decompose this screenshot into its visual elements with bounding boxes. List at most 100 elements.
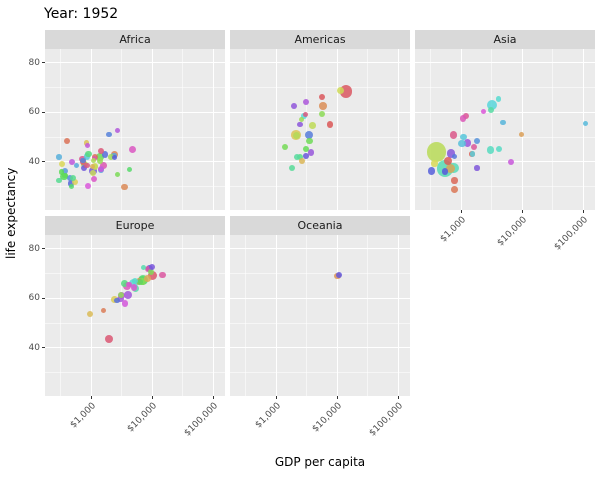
major-gridline-h <box>230 161 410 163</box>
x-tick-mark <box>90 396 92 399</box>
data-point-iraq <box>495 145 502 152</box>
data-point-lebanon <box>500 119 506 126</box>
data-point-chile <box>309 122 316 129</box>
minor-gridline-v <box>552 49 554 210</box>
data-point-sweden <box>144 265 152 273</box>
data-point-el-salvador <box>302 145 309 152</box>
data-point-oman <box>474 165 480 171</box>
major-gridline-v <box>336 49 338 210</box>
data-point-benin <box>89 163 96 170</box>
x-tick-label: $1,000 <box>68 401 99 431</box>
major-gridline-v <box>275 49 277 210</box>
data-point-burundi <box>59 161 66 168</box>
data-point-finland <box>137 278 144 286</box>
data-point-honduras <box>294 154 300 161</box>
data-point-comoros <box>91 157 97 163</box>
facet-strip-europe: Europe <box>45 216 225 235</box>
y-tick-mark <box>42 297 45 299</box>
data-point-israel <box>495 96 502 102</box>
data-point-peru <box>307 148 315 156</box>
minor-gridline-h <box>230 322 410 324</box>
major-gridline-h <box>230 248 410 250</box>
x-tick-label: $10,000 <box>495 215 530 249</box>
minor-gridline-v <box>59 49 61 210</box>
minor-gridline-h <box>45 273 225 275</box>
minor-gridline-v <box>244 49 246 210</box>
data-point-poland <box>124 291 133 300</box>
data-point-haiti <box>289 164 296 171</box>
data-point-gambia <box>69 184 75 190</box>
data-point-new-zealand <box>335 272 342 279</box>
facet-strip-asia: Asia <box>415 30 595 49</box>
major-gridline-v <box>151 49 153 210</box>
y-tick-mark <box>42 111 45 113</box>
minor-gridline-h <box>230 372 410 374</box>
data-point-hong-kong-china <box>487 107 494 113</box>
data-point-mongolia <box>451 153 458 160</box>
major-gridline-v <box>151 235 153 396</box>
data-point-portugal <box>117 295 125 303</box>
data-point-slovak-republic <box>131 284 138 291</box>
data-point-jordan <box>469 151 476 157</box>
data-point-bahrain <box>519 132 525 138</box>
major-gridline-h <box>45 297 225 299</box>
data-point-eritrea <box>58 169 65 175</box>
data-point-sao-tome-and-principe <box>85 143 91 149</box>
major-gridline-v <box>336 235 338 396</box>
minor-gridline-v <box>121 235 123 396</box>
facet-panel-europe <box>45 235 225 396</box>
x-tick-label: $100,000 <box>368 401 406 439</box>
data-point-egypt <box>96 153 105 162</box>
data-point-senegal <box>97 165 104 172</box>
x-tick-mark <box>336 396 338 399</box>
data-point-thailand <box>449 131 458 139</box>
major-gridline-v <box>397 49 399 210</box>
minor-gridline-h <box>230 87 410 89</box>
data-point-niger <box>80 165 87 172</box>
data-point-turkey <box>105 335 113 343</box>
x-tick-label: $10,000 <box>310 401 345 435</box>
major-gridline-v <box>521 49 523 210</box>
data-point-syria <box>471 144 478 151</box>
data-point-guinea <box>70 174 77 181</box>
x-axis-title: GDP per capita <box>274 455 366 469</box>
data-point-central-african-republic <box>90 170 96 176</box>
data-point-sri-lanka <box>459 115 467 122</box>
major-gridline-v <box>582 49 584 210</box>
data-point-greece <box>121 280 128 288</box>
minor-gridline-v <box>182 235 184 396</box>
y-tick-label: 40 <box>28 156 40 167</box>
x-tick-label: $100,000 <box>183 401 221 439</box>
data-point-tunisia <box>98 147 105 154</box>
data-point-slovenia <box>126 281 133 288</box>
data-point-equatorial-guinea <box>62 172 68 179</box>
minor-gridline-v <box>306 235 308 396</box>
facet-strip-oceania: Oceania <box>230 216 410 235</box>
data-point-morocco <box>101 151 109 159</box>
y-tick-label: 60 <box>28 107 40 118</box>
y-tick-mark <box>42 62 45 64</box>
data-point-china <box>427 142 447 162</box>
major-gridline-h <box>45 248 225 250</box>
major-gridline-h <box>45 347 225 349</box>
major-gridline-v <box>212 49 214 210</box>
x-tick-label: $1,000 <box>438 215 469 245</box>
y-tick-label: 40 <box>28 342 40 353</box>
y-tick-mark <box>42 347 45 349</box>
data-point-colombia <box>292 132 300 140</box>
data-point-venezuela <box>327 121 334 128</box>
data-point-togo <box>84 162 90 169</box>
x-tick-label: $10,000 <box>125 401 160 435</box>
data-point-uruguay <box>319 94 326 101</box>
y-tick-mark <box>42 161 45 163</box>
data-point-taiwan <box>462 112 470 120</box>
major-gridline-h <box>230 62 410 64</box>
data-point-chad <box>92 163 99 170</box>
data-point-puerto-rico <box>303 98 309 105</box>
minor-gridline-v <box>121 49 123 210</box>
data-point-botswana <box>84 140 90 146</box>
data-point-montenegro <box>114 297 120 304</box>
minor-gridline-h <box>45 372 225 374</box>
data-point-gabon <box>127 166 133 173</box>
data-point-mauritius <box>106 132 112 138</box>
